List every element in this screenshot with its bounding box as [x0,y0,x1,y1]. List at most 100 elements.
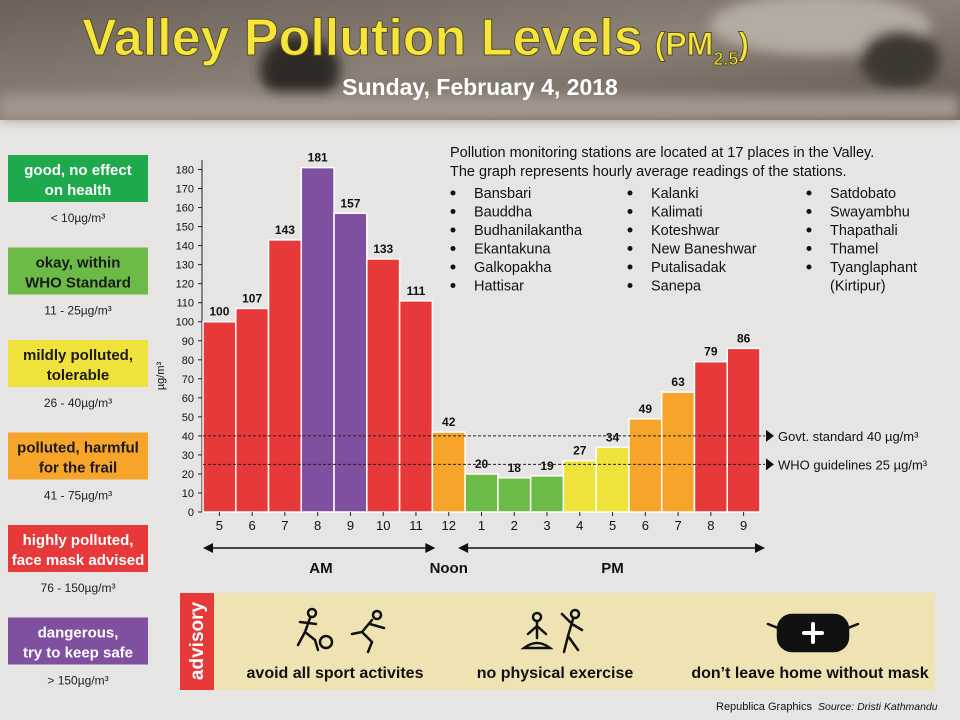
footer-source: Source: Dristi Kathmandu [818,701,938,713]
y-tick-label: 160 [176,203,194,215]
bullet [627,190,633,196]
x-tick-label: 9 [740,518,747,533]
x-tick-label: 11 [409,518,423,533]
bar [529,475,565,513]
value-label: 157 [340,196,360,210]
reference-arrow [766,429,774,442]
bullet [627,227,633,233]
x-tick-label: 1 [478,518,485,533]
footer-credit: Republica Graphics [716,701,812,713]
level-range: 26 - 40µg/m³ [44,396,112,410]
level-box [8,525,148,572]
bar [398,300,434,513]
pollutant-close: ) [738,26,749,62]
level-box [8,155,148,202]
bar [726,347,761,513]
station: Galkopakha [474,260,552,276]
x-tick-label: 3 [543,518,550,533]
y-tick-label: 140 [176,241,194,253]
title: Valley Pollution Levels (PM2.5) [82,9,749,69]
level-label: try to keep safe [23,645,133,662]
y-tick-label: 40 [182,431,194,443]
station: New Baneshwar [651,242,757,258]
y-tick-label: 100 [176,317,194,329]
pollutant-sub: 2.5 [713,49,738,69]
station: Sanepa [651,279,702,295]
title-main: Valley Pollution Levels [82,9,643,67]
value-label: 49 [639,402,653,416]
bullet [450,264,456,270]
value-label: 19 [540,459,554,473]
y-tick-label: 80 [182,355,194,367]
bullet [450,283,456,288]
y-tick-label: 10 [182,488,194,500]
level-range: 76 - 150µg/m³ [41,581,116,595]
info-line: The graph represents hourly average read… [450,164,847,180]
value-label: 63 [671,375,685,389]
info-line: Pollution monitoring stations are locate… [450,145,874,161]
level-label: on health [45,182,112,199]
y-tick-label: 90 [182,336,194,348]
y-tick-label: 110 [176,298,194,310]
x-tick-label: 8 [314,518,321,533]
level-box [8,432,148,480]
level-range: 41 - 75µg/m³ [44,489,112,503]
station: Hattisar [474,279,524,295]
value-label: 42 [442,415,456,429]
bar [562,459,597,513]
advisory-tab [180,593,214,690]
x-tick-label: 5 [216,518,223,533]
bar [595,446,630,513]
period-label: AM [309,560,332,577]
y-tick-label: 20 [182,469,194,481]
bar [464,473,499,513]
y-tick-label: 120 [176,279,194,291]
period-label: PM [601,560,624,577]
advisory-title: advisory [187,601,208,680]
bullet [806,209,812,214]
x-tick-label: 7 [281,518,288,533]
bar [333,212,368,513]
station: Thamel [830,242,878,258]
value-label: 86 [737,331,751,345]
y-tick-label: 60 [182,393,194,405]
x-tick-label: 2 [511,518,518,533]
bullet [806,246,812,251]
value-label: 27 [573,444,587,458]
bullet [450,209,456,214]
value-label: 20 [475,457,489,471]
value-label: 100 [209,305,229,319]
station: Swayambhu [830,205,910,221]
bullet [450,246,456,251]
bar [235,307,270,513]
advisory-icons [296,607,860,654]
level-label: WHO Standard [25,275,131,292]
reference-label: WHO guidelines 25 µg/m³ [778,457,928,472]
station: (Kirtipur) [830,279,886,295]
bar [300,166,335,513]
bullet [450,227,456,233]
y-tick-label: 50 [182,412,194,424]
x-tick-label: 6 [642,518,649,533]
bullet [450,190,456,196]
y-tick-label: 0 [188,507,194,519]
x-tick-label: 8 [707,518,714,533]
level-range: > 150µg/m³ [47,674,108,688]
bar [693,360,728,513]
advisory-item: no physical exercise [477,665,634,682]
bar [366,258,401,513]
x-tick-label: 6 [249,518,256,533]
level-label: mildly polluted, [23,347,133,364]
x-tick-label: 10 [376,518,390,533]
bar [628,418,663,513]
level-label: good, no effect [24,162,132,179]
station: Bansbari [474,186,531,202]
y-tick-label: 30 [182,450,194,462]
bar [431,431,466,513]
bar [497,477,532,513]
level-label: okay, within [36,255,121,272]
bullet [806,227,812,233]
reference-label: Govt. standard 40 µg/m³ [778,429,919,444]
